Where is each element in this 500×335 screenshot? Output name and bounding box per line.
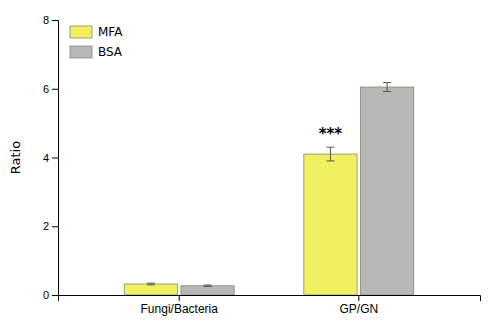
y-tick-mark (52, 20, 58, 21)
x-axis-line (59, 296, 481, 302)
bar (360, 87, 413, 295)
x-tick-mark (179, 295, 180, 301)
x-tick: Fungi/Bacteria (141, 295, 219, 316)
plot: 0 2 4 6 8 Fungi/Bacteria GP/GN *** MFA BSA (43, 14, 481, 316)
x-tick-mark (358, 295, 359, 301)
y-axis-line (52, 21, 59, 296)
error-bar (147, 283, 155, 285)
error-bar (326, 147, 334, 161)
y-axis-title: Ratio (8, 141, 23, 174)
legend-item: BSA (70, 45, 123, 59)
legend-swatch (70, 26, 92, 38)
legend-swatch (70, 46, 92, 58)
y-tick-label: 8 (43, 14, 49, 26)
legend: MFA BSA (70, 25, 123, 59)
y-tick-label: 6 (43, 83, 49, 95)
error-bar (383, 83, 391, 92)
legend-label: BSA (98, 45, 123, 59)
x-axis: Fungi/Bacteria GP/GN (59, 295, 481, 316)
x-tick: GP/GN (339, 295, 378, 316)
legend-label: MFA (98, 25, 123, 39)
bar (124, 284, 177, 295)
annotation: *** (319, 125, 343, 143)
y-tick-label: 0 (43, 289, 49, 301)
x-tick-label: Fungi/Bacteria (141, 302, 219, 316)
y-tick: 4 (43, 152, 58, 164)
y-tick: 8 (43, 14, 58, 26)
legend-item: MFA (70, 25, 123, 39)
y-tick-label: 2 (43, 220, 49, 232)
y-tick: 2 (43, 220, 58, 232)
y-tick: 6 (43, 83, 58, 95)
y-tick-mark (52, 295, 58, 296)
series (181, 83, 414, 295)
marks (124, 83, 413, 295)
bar (304, 154, 357, 295)
y-tick-label: 4 (43, 152, 49, 164)
y-axis: 0 2 4 6 8 (43, 14, 59, 301)
bar (181, 286, 234, 295)
y-tick-mark (52, 89, 58, 90)
chart: 0 2 4 6 8 Fungi/Bacteria GP/GN *** MFA BSA Ratio (0, 0, 500, 335)
x-tick-label: GP/GN (339, 302, 378, 316)
y-tick-mark (52, 226, 58, 227)
error-bar (204, 285, 212, 286)
y-tick-mark (52, 158, 58, 159)
series (124, 147, 357, 295)
y-tick: 0 (43, 289, 58, 301)
